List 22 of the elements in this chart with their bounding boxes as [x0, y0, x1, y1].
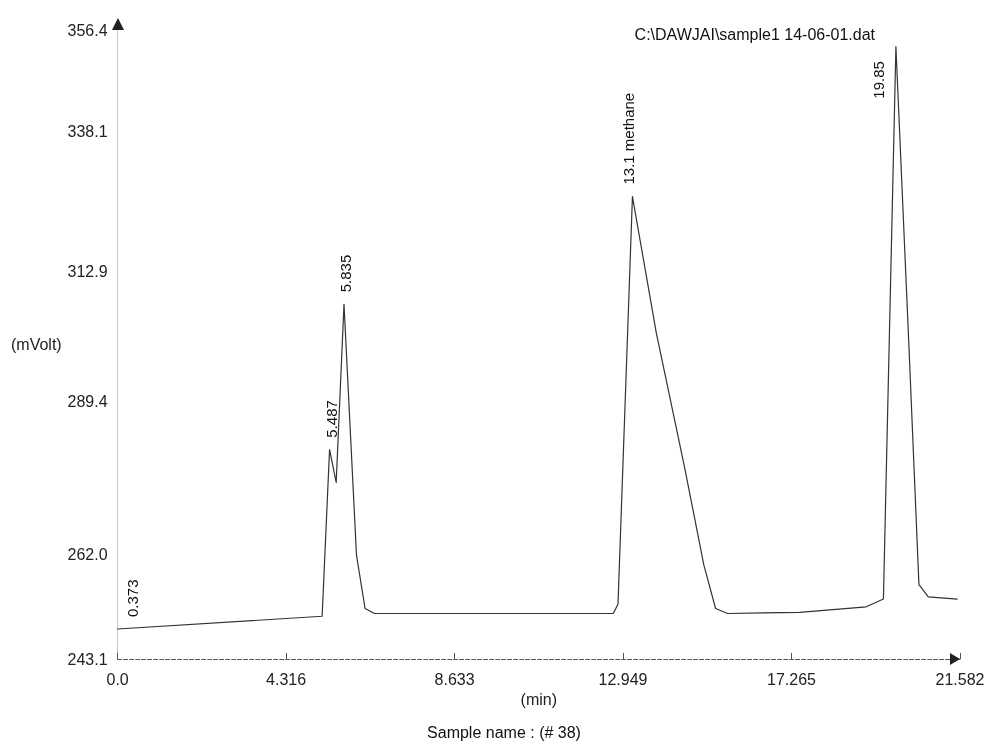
x-axis-title: (min) [520, 691, 558, 709]
annotation: 0.373 [123, 579, 141, 618]
y-tick-label: 312.9 [67, 263, 108, 280]
y-tick-label: 356.4 [67, 21, 108, 39]
y-tick-label: 243.1 [67, 650, 108, 668]
x-tick-label: 0.0 [106, 670, 129, 688]
text: Sample name : (# 38) [427, 723, 581, 741]
x-tick-label: 8.633 [434, 670, 475, 688]
y-tick-label: 289.4 [67, 393, 108, 411]
y-tick-label: 338.1 [67, 123, 108, 141]
x-tick-label: 12.949 [598, 670, 648, 688]
x-tick-label: 21.582 [935, 670, 985, 688]
y-axis-title: (mVolt) [11, 336, 62, 353]
line-series [117, 46, 958, 630]
x-tick-label: 4.316 [266, 670, 307, 688]
annotation: 19.85 [869, 61, 887, 99]
y-tick-label: 262.0 [67, 545, 108, 563]
annotation: C:\DAWJAI\sample1 14-06-01.dat [634, 25, 876, 43]
x-tick-label: 17.265 [767, 670, 817, 688]
annotation: 5.835 [336, 254, 354, 293]
annotation: 13.1 methane [620, 92, 638, 185]
annotation: 5.487 [323, 400, 341, 438]
